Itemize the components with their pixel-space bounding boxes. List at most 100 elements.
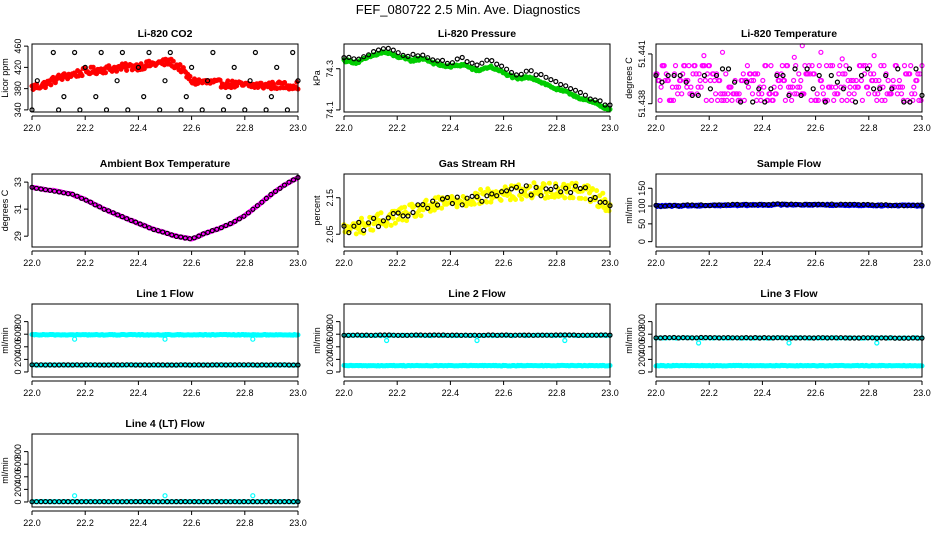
avg-point [169, 232, 175, 238]
avg-point [218, 224, 224, 231]
x-tick-label: 22.8 [548, 123, 566, 133]
raw-point [749, 91, 756, 97]
avg-point [119, 49, 126, 56]
avg-point [187, 236, 193, 242]
chart-title: Line 2 Flow [448, 288, 506, 300]
avg-point [241, 213, 247, 219]
avg-point [693, 203, 700, 209]
data-points [653, 201, 925, 210]
avg-point [361, 54, 367, 60]
panel-pressure: Li-820 Pressure kPa 22.0 22.2 22.4 22.6 22.8 23… [312, 20, 624, 140]
avg-point [346, 54, 352, 61]
x-tick-label: 22.2 [76, 388, 94, 398]
raw-point [712, 91, 719, 97]
raw-point [722, 91, 728, 97]
avg-point [160, 499, 166, 505]
raw-point [138, 61, 144, 67]
raw-point [820, 91, 826, 97]
data-points [341, 332, 613, 369]
avg-point [365, 52, 372, 58]
avg-point [572, 87, 579, 93]
raw-point [471, 201, 477, 207]
avg-point [60, 190, 67, 196]
avg-point [268, 498, 274, 505]
pressure-chart: Li-820 Pressure kPa 22.0 22.2 22.4 22.6 22.8 23… [312, 28, 619, 133]
y-tick-label: 800 [13, 444, 23, 459]
raw-point [908, 62, 914, 69]
avg-point [689, 92, 695, 99]
raw-point [888, 91, 894, 97]
avg-point [160, 229, 166, 235]
chart-title: Li-820 Temperature [741, 28, 837, 40]
avg-point [865, 66, 871, 72]
avg-point [518, 188, 524, 194]
avg-point [494, 61, 500, 67]
plot-frame [343, 303, 611, 378]
avg-point [151, 226, 157, 233]
x-tick-label: 22.8 [860, 388, 878, 398]
y-axis-label: ml/min [312, 327, 322, 354]
raw-point [759, 91, 765, 97]
y-tick-label: 51.438 [637, 90, 647, 118]
raw-point [904, 71, 910, 77]
x-tick-label: 22.8 [236, 518, 254, 528]
avg-point [840, 86, 846, 92]
raw-point [814, 91, 820, 97]
data-points [29, 493, 301, 505]
raw-point [918, 97, 924, 104]
raw-point [400, 217, 406, 223]
raw-point [225, 78, 231, 84]
avg-point [459, 54, 465, 61]
x-tick-label: 22.0 [23, 123, 41, 133]
chart-title: Li-820 Pressure [438, 28, 516, 40]
raw-point [570, 195, 576, 201]
avg-point [846, 66, 853, 72]
raw-point [696, 71, 702, 77]
avg-point [380, 218, 387, 224]
raw-point [792, 91, 798, 97]
y-tick-label: 74.3 [325, 60, 335, 78]
y-tick-label: 0 [13, 499, 23, 504]
raw-point [358, 215, 364, 221]
y-tick-label: 340 [13, 102, 23, 117]
raw-point [731, 91, 737, 97]
avg-point [274, 64, 280, 71]
panel-box-temperature: Ambient Box Temperature degrees C 22.0 22.2… [0, 150, 312, 275]
plot-frame [31, 173, 299, 248]
raw-point [720, 91, 726, 97]
raw-point [420, 207, 426, 213]
raw-point [876, 77, 882, 84]
raw-point [675, 84, 682, 90]
avg-point [464, 58, 470, 65]
y-tick-label: 50 [637, 219, 647, 229]
raw-point [860, 62, 867, 69]
avg-point [128, 217, 134, 224]
avg-point [96, 204, 103, 210]
avg-point [133, 219, 139, 225]
y-axis-label: degrees C [624, 57, 634, 99]
raw-point [717, 77, 723, 84]
y-tick-label: 420 [13, 60, 23, 75]
rh-chart: Gas Stream RH percent 22.0 22.2 22.4 22.6 22.8… [312, 158, 619, 268]
avg-point [838, 335, 844, 341]
avg-point [69, 191, 76, 197]
avg-point [737, 99, 744, 105]
raw-point [901, 62, 908, 69]
raw-point [707, 77, 714, 84]
avg-point [816, 72, 822, 79]
raw-point [868, 71, 874, 77]
avg-point [56, 189, 62, 195]
spikes-point [162, 493, 168, 499]
avg-point [871, 86, 877, 92]
avg-point [236, 216, 242, 222]
raw-point [665, 77, 671, 84]
raw-point [848, 77, 854, 84]
avg-point [356, 219, 362, 226]
avg-point [268, 191, 274, 198]
y-tick-label: 400 [13, 339, 23, 354]
raw-point [402, 204, 408, 210]
x-tick-label: 22.4 [130, 123, 148, 133]
avg-point [277, 185, 283, 191]
raw-point [866, 91, 872, 97]
avg-point [499, 189, 505, 195]
